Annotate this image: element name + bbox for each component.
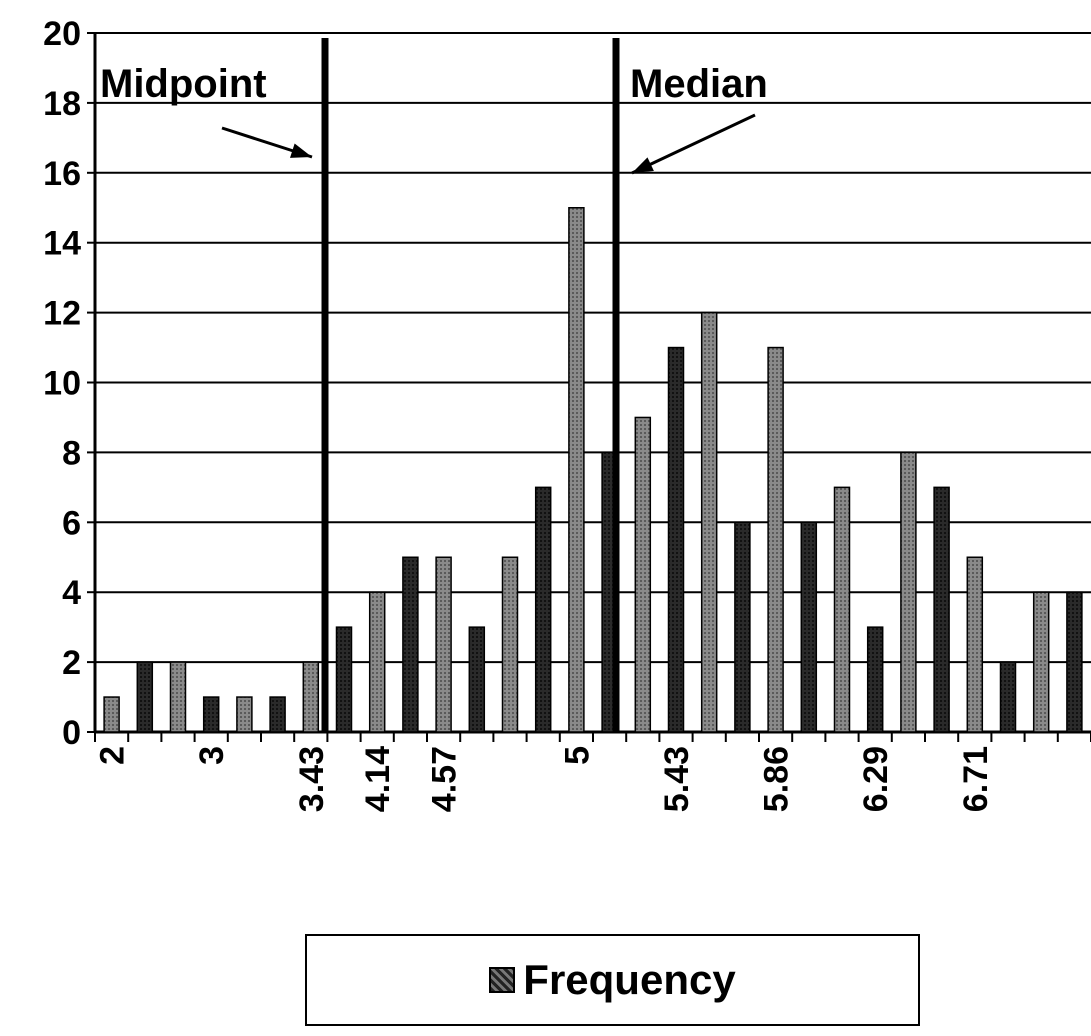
bar <box>534 486 552 733</box>
bar <box>202 696 220 733</box>
y-tick-label: 14 <box>43 225 81 263</box>
y-tick-label: 10 <box>43 365 81 403</box>
annotation-line <box>321 38 329 732</box>
bar <box>833 486 851 733</box>
x-tick-label: 5.86 <box>758 746 796 812</box>
annotation-label: Median <box>630 62 768 106</box>
bar <box>402 556 419 733</box>
bar <box>169 661 187 733</box>
bar <box>269 696 286 733</box>
annotation-arrow <box>631 113 756 175</box>
y-tick-label: 8 <box>62 434 81 472</box>
y-tick-label: 12 <box>43 295 81 333</box>
bar <box>501 556 519 733</box>
x-tick-label: 6.29 <box>857 746 895 812</box>
bar <box>734 521 751 733</box>
annotation-label: Midpoint <box>100 62 267 106</box>
bar <box>966 556 984 733</box>
x-tick-label: 6.71 <box>957 746 995 812</box>
legend-swatch-icon <box>489 967 516 993</box>
bar <box>103 696 120 733</box>
legend-label: Frequency <box>523 956 736 1003</box>
x-tick-label: 3.43 <box>293 746 331 812</box>
x-tick-label: 3 <box>193 746 231 765</box>
bar <box>933 486 950 733</box>
bar <box>999 661 1017 733</box>
x-tick-label: 2 <box>94 746 132 765</box>
y-tick-label: 4 <box>62 574 81 612</box>
bar <box>302 661 320 733</box>
bar <box>800 521 818 733</box>
bar <box>236 696 253 733</box>
y-tick-label: 0 <box>62 714 81 752</box>
y-tick-label: 16 <box>43 155 81 193</box>
bar <box>435 556 452 733</box>
bar <box>568 207 585 733</box>
x-tick-label: 4.57 <box>426 746 464 812</box>
arrowhead-icon <box>290 143 312 158</box>
x-tick-label: 5 <box>558 746 596 765</box>
x-tick-label: 4.14 <box>359 746 397 812</box>
bar <box>1066 591 1083 733</box>
bar <box>368 591 386 733</box>
bar <box>335 626 353 733</box>
annotation-line <box>612 38 620 732</box>
bar <box>866 626 884 733</box>
x-tick-label: 5.43 <box>658 746 696 812</box>
arrowhead-icon <box>632 157 654 173</box>
bar <box>900 451 917 733</box>
bar <box>1032 591 1050 733</box>
legend: Frequency <box>305 934 920 1026</box>
y-tick-label: 2 <box>62 644 81 682</box>
bar <box>468 626 486 733</box>
y-tick-label: 18 <box>43 85 81 123</box>
bar <box>700 311 718 733</box>
y-tick-label: 20 <box>43 15 81 53</box>
y-tick-label: 6 <box>62 504 81 542</box>
bar <box>767 346 784 733</box>
bar <box>136 661 154 733</box>
bar <box>667 346 685 733</box>
bar <box>634 416 652 733</box>
